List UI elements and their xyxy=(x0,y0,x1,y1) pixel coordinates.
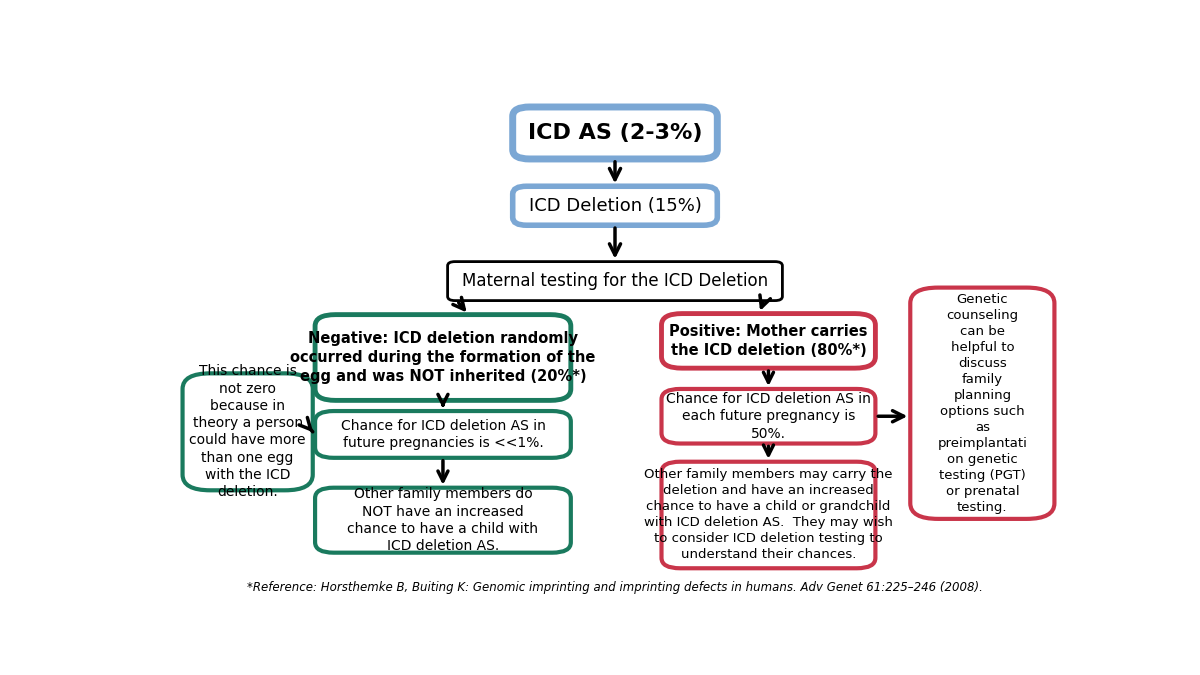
Text: Genetic
counseling
can be
helpful to
discuss
family
planning
options such
as
pre: Genetic counseling can be helpful to dis… xyxy=(937,293,1027,514)
Text: Positive: Mother carries
the ICD deletion (80%*): Positive: Mother carries the ICD deletio… xyxy=(670,324,868,358)
Text: Other family members may carry the
deletion and have an increased
chance to have: Other family members may carry the delet… xyxy=(644,468,893,562)
FancyBboxPatch shape xyxy=(661,389,876,443)
Text: ICD AS (2-3%): ICD AS (2-3%) xyxy=(528,123,702,143)
FancyBboxPatch shape xyxy=(512,107,718,159)
FancyBboxPatch shape xyxy=(182,373,313,490)
Text: Negative: ICD deletion randomly
occurred during the formation of the
egg and was: Negative: ICD deletion randomly occurred… xyxy=(290,331,595,383)
Text: This chance is
not zero
because in
theory a person
could have more
than one egg
: This chance is not zero because in theor… xyxy=(190,364,306,500)
FancyBboxPatch shape xyxy=(316,411,571,458)
FancyBboxPatch shape xyxy=(316,315,571,400)
Text: ICD Deletion (15%): ICD Deletion (15%) xyxy=(528,196,702,215)
FancyBboxPatch shape xyxy=(661,314,876,368)
FancyBboxPatch shape xyxy=(512,186,718,225)
Text: *Reference: Horsthemke B, Buiting K: Genomic imprinting and imprinting defects i: *Reference: Horsthemke B, Buiting K: Gen… xyxy=(247,581,983,594)
FancyBboxPatch shape xyxy=(316,488,571,553)
Text: Chance for ICD deletion AS in
each future pregnancy is
50%.: Chance for ICD deletion AS in each futur… xyxy=(666,392,871,441)
FancyBboxPatch shape xyxy=(911,288,1055,519)
Text: Chance for ICD deletion AS in
future pregnancies is <<1%.: Chance for ICD deletion AS in future pre… xyxy=(341,418,545,450)
FancyBboxPatch shape xyxy=(448,262,782,300)
Text: Other family members do
NOT have an increased
chance to have a child with
ICD de: Other family members do NOT have an incr… xyxy=(348,487,539,553)
FancyBboxPatch shape xyxy=(661,462,876,568)
Text: Maternal testing for the ICD Deletion: Maternal testing for the ICD Deletion xyxy=(462,272,768,290)
